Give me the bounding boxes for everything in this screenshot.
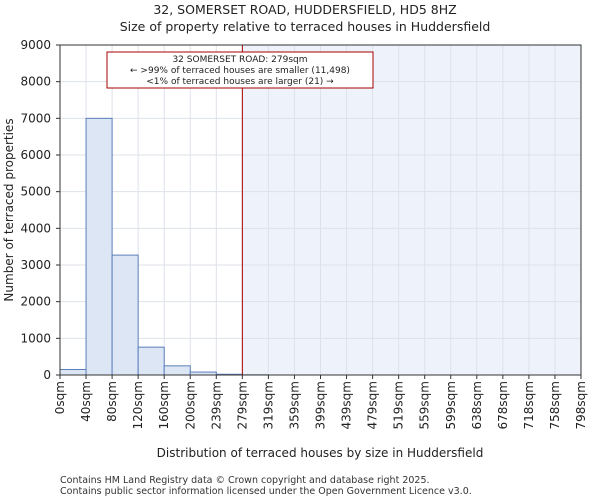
shaded-larger-region (242, 45, 581, 375)
annotation-line3: <1% of terraced houses are larger (21) → (146, 77, 334, 87)
x-tick-label: 758sqm (548, 381, 562, 429)
x-tick-label: 279sqm (235, 381, 249, 429)
y-tick-label: 8000 (20, 75, 51, 89)
annotation-line1: 32 SOMERSET ROAD: 279sqm (172, 55, 307, 65)
x-tick-label: 479sqm (366, 381, 380, 429)
histogram-bar (163, 365, 191, 376)
histogram-bar (111, 254, 139, 376)
histogram-bar (59, 369, 87, 376)
plot-area: 0 1000 2000 3000 4000 5000 6000 7000 8000 9000 0sq… (20, 38, 588, 429)
histogram-bar (137, 346, 165, 376)
x-axis-label: Distribution of terraced houses by size … (157, 446, 484, 460)
x-tick-label: 638sqm (470, 381, 484, 429)
y-tick-label: 4000 (20, 221, 51, 235)
footer-line1: Contains HM Land Registry data © Crown c… (60, 475, 430, 486)
x-tick-label: 40sqm (79, 381, 93, 422)
x-tick-label: 678sqm (496, 381, 510, 429)
y-tick-label: 7000 (20, 111, 51, 125)
footer-line2: Contains public sector information licen… (60, 486, 472, 497)
x-tick-label: 439sqm (340, 381, 354, 429)
x-tick-label: 599sqm (444, 381, 458, 429)
y-tick-label: 9000 (20, 38, 51, 52)
y-tick-label: 3000 (20, 258, 51, 272)
y-tick-label: 5000 (20, 185, 51, 199)
annotation-frame (106, 51, 374, 89)
x-tick-label: 319sqm (261, 381, 275, 429)
x-tick-label: 120sqm (131, 381, 145, 429)
x-tick-label: 80sqm (105, 381, 119, 422)
x-tick-label: 0sqm (53, 381, 67, 414)
x-tick-label: 798sqm (574, 381, 588, 429)
y-tick-label: 1000 (20, 331, 51, 345)
y-tick-label: 2000 (20, 295, 51, 309)
y-axis-label: Number of terraced properties (2, 118, 16, 301)
x-tick-label: 519sqm (392, 381, 406, 429)
y-tick-label: 6000 (20, 148, 51, 162)
chart-title-line1: 32, SOMERSET ROAD, HUDDERSFIELD, HD5 8HZ (153, 2, 456, 17)
annotation-box: 32 SOMERSET ROAD: 279sqm ← >99% of terra… (106, 51, 374, 89)
x-tick-label: 359sqm (287, 381, 301, 429)
annotation-line2: ← >99% of terraced houses are smaller (1… (130, 66, 350, 76)
x-tick-label: 718sqm (522, 381, 536, 429)
x-tick-label: 399sqm (314, 381, 328, 429)
x-tick-label: 200sqm (183, 381, 197, 429)
x-tick-label: 559sqm (418, 381, 432, 429)
y-tick-label: 0 (43, 368, 51, 382)
x-tick-label: 239sqm (209, 381, 223, 429)
chart-title-line2: Size of property relative to terraced ho… (120, 19, 491, 34)
histogram-bar (85, 117, 113, 376)
x-tick-label: 160sqm (157, 381, 171, 429)
